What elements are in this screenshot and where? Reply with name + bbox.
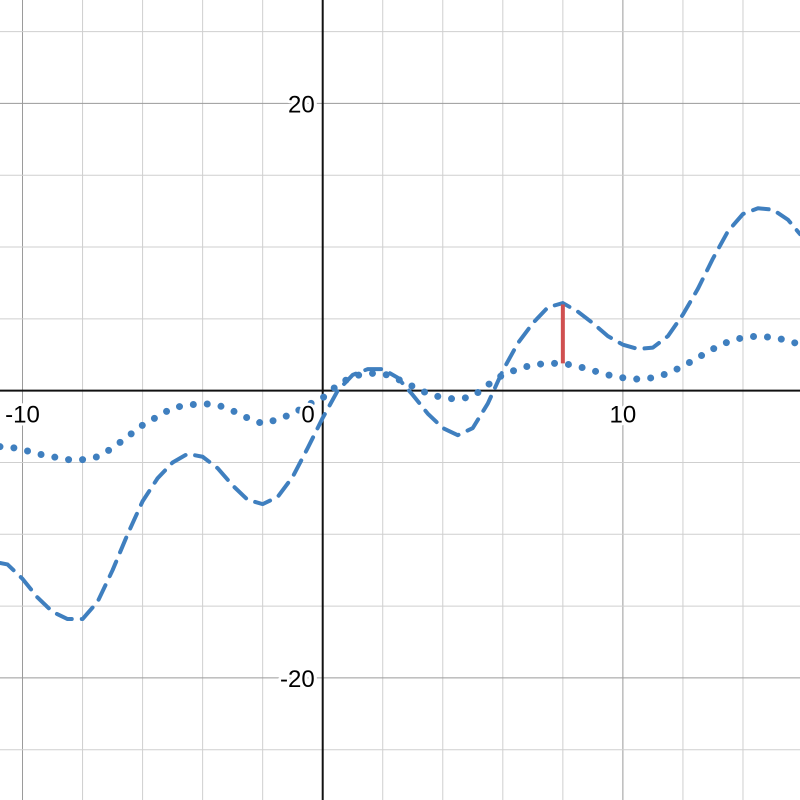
x-tick-label: -10	[5, 402, 40, 429]
dotted-curve[interactable]	[0, 332, 800, 464]
plot-series	[0, 206, 800, 622]
y-tick-label: 20	[288, 91, 315, 118]
x-tick-label: 10	[610, 402, 637, 429]
tick-labels: -10 0 10 20 -20	[2, 88, 639, 696]
x-tick-label: 0	[301, 402, 314, 429]
dashed-curve[interactable]	[0, 206, 800, 622]
y-tick-label: -20	[280, 666, 315, 693]
